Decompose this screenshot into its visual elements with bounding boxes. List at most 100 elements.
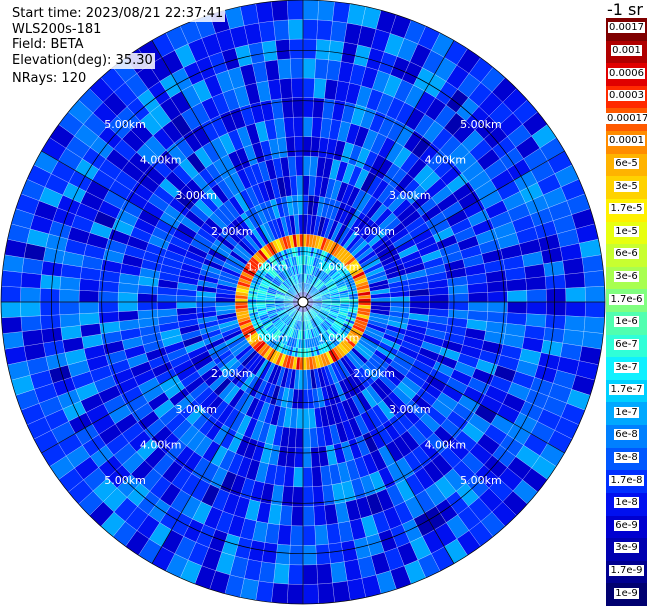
colorbar-tick-label: 1.7e-8 bbox=[609, 474, 644, 486]
beta-cell bbox=[256, 301, 267, 305]
colorbar-tick-label: 0.0001 bbox=[608, 135, 645, 147]
range-ring-label: 3.00km bbox=[389, 403, 431, 416]
colorbar-tick-label: 6e-7 bbox=[614, 338, 639, 350]
beta-cell bbox=[137, 293, 158, 303]
beta-cell bbox=[279, 78, 293, 99]
beta-cell bbox=[349, 298, 359, 303]
start-time-label: Start time: 2023/08/21 22:37:41 bbox=[10, 6, 226, 22]
range-ring-label: 4.00km bbox=[140, 438, 182, 451]
beta-cell bbox=[316, 19, 333, 41]
beta-cell bbox=[525, 276, 547, 291]
colorbar-tick-label: 3e-7 bbox=[614, 361, 639, 373]
beta-cell bbox=[290, 58, 304, 79]
colorbar-tick-label: 6e-8 bbox=[614, 429, 639, 441]
colorbar-tick-label: 6e-5 bbox=[614, 158, 639, 169]
range-ring-label: 3.00km bbox=[175, 403, 217, 416]
beta-cell bbox=[293, 116, 304, 137]
beta-cell bbox=[59, 301, 80, 315]
colorbar-tick-label: 6e-6 bbox=[614, 248, 639, 260]
beta-cell bbox=[59, 276, 81, 291]
colorbar-title: -1 sr bbox=[607, 0, 643, 19]
beta-cell bbox=[317, 582, 335, 604]
beta-cell bbox=[314, 58, 329, 80]
colorbar: 0.0017 0.001 0.0006 0.0003 0.00017 0.0001 6e-5… bbox=[606, 18, 647, 607]
colorbar-tick-label: 3e-9 bbox=[614, 542, 639, 554]
beta-cell bbox=[156, 294, 177, 303]
beta-cell bbox=[302, 0, 320, 21]
beta-cell bbox=[564, 272, 586, 289]
range-ring-label: 4.00km bbox=[425, 154, 467, 167]
beta-cell bbox=[20, 287, 41, 303]
range-ring-label: 4.00km bbox=[140, 154, 182, 167]
beta-cell bbox=[39, 288, 61, 303]
range-ring-label: 5.00km bbox=[104, 118, 146, 131]
range-ring-label: 2.00km bbox=[353, 367, 395, 380]
beta-cell bbox=[317, 0, 335, 22]
range-ring-label: 2.00km bbox=[211, 225, 253, 238]
beta-cell bbox=[297, 194, 304, 215]
beta-cell bbox=[289, 544, 304, 566]
beta-cell bbox=[526, 301, 547, 315]
beta-cell bbox=[506, 290, 528, 303]
instrument-label: WLS200s-181 bbox=[10, 22, 104, 38]
colorbar-tick-label: 1e-7 bbox=[614, 406, 639, 418]
beta-cell bbox=[429, 294, 450, 303]
beta-cell bbox=[291, 77, 304, 99]
beta-cell bbox=[302, 77, 315, 99]
colorbar-tick-label: 0.0017 bbox=[608, 22, 645, 34]
beta-cell bbox=[302, 19, 318, 40]
beta-cell bbox=[565, 287, 586, 303]
beta-cell bbox=[296, 175, 304, 196]
range-ring-label: 3.00km bbox=[175, 189, 217, 202]
beta-cell bbox=[302, 369, 308, 390]
beta-cell bbox=[215, 301, 236, 307]
beta-cell bbox=[311, 466, 323, 487]
beta-cell bbox=[302, 116, 313, 137]
range-ring-label: 1.00km bbox=[247, 332, 289, 345]
range-ring-label: 3.00km bbox=[389, 189, 431, 202]
beta-cell bbox=[506, 278, 527, 292]
beta-cell bbox=[302, 389, 309, 410]
nrays-label: NRays: 120 bbox=[10, 71, 89, 87]
colorbar-tick-label: 1e-8 bbox=[614, 497, 639, 509]
beta-cell bbox=[234, 301, 248, 306]
beta-cell bbox=[300, 255, 304, 266]
beta-cell bbox=[118, 310, 139, 322]
beta-cell bbox=[390, 296, 411, 303]
beta-cell bbox=[275, 39, 291, 61]
beta-cell bbox=[2, 331, 25, 350]
colorbar-tick-label: 1e-5 bbox=[614, 225, 639, 237]
colorbar-tick-label: 1.7e-7 bbox=[609, 384, 644, 396]
beta-cell bbox=[467, 282, 488, 294]
colorbar-tick-label: 3e-8 bbox=[614, 452, 639, 463]
beta-cell bbox=[271, 582, 289, 604]
colorbar-tick-label: 0.00017 bbox=[606, 112, 647, 124]
beta-cell bbox=[468, 301, 489, 312]
beta-cell bbox=[584, 285, 606, 303]
colorbar-tick-label: 1.7e-5 bbox=[609, 203, 644, 215]
colorbar-tick-label: 1e-6 bbox=[614, 316, 639, 328]
colorbar-tick-label: 0.0003 bbox=[608, 90, 645, 102]
beta-cell bbox=[273, 563, 290, 585]
beta-cell bbox=[581, 254, 604, 273]
beta-cell bbox=[286, 583, 304, 605]
colorbar-tick-label: 3e-5 bbox=[614, 180, 639, 192]
beta-cell bbox=[247, 301, 257, 306]
beta-cell bbox=[302, 357, 307, 371]
beta-cell bbox=[302, 38, 317, 60]
colorbar-tick-label: 1.7e-9 bbox=[609, 565, 644, 577]
beta-cell bbox=[261, 40, 278, 62]
range-ring-label: 1.00km bbox=[318, 260, 360, 273]
beta-cell bbox=[0, 301, 22, 319]
radar-center-marker bbox=[297, 296, 309, 308]
field-label: Field: BETA bbox=[10, 37, 86, 53]
colorbar-tick-label: 0.001 bbox=[611, 44, 642, 56]
beta-cell bbox=[294, 136, 304, 157]
beta-cell bbox=[544, 314, 566, 330]
beta-cell bbox=[543, 260, 565, 277]
range-ring-label: 1.00km bbox=[318, 332, 360, 345]
beta-cell bbox=[448, 301, 469, 311]
beta-cell bbox=[295, 155, 304, 176]
range-ring-label: 1.00km bbox=[247, 260, 289, 273]
beta-cell bbox=[20, 272, 42, 289]
